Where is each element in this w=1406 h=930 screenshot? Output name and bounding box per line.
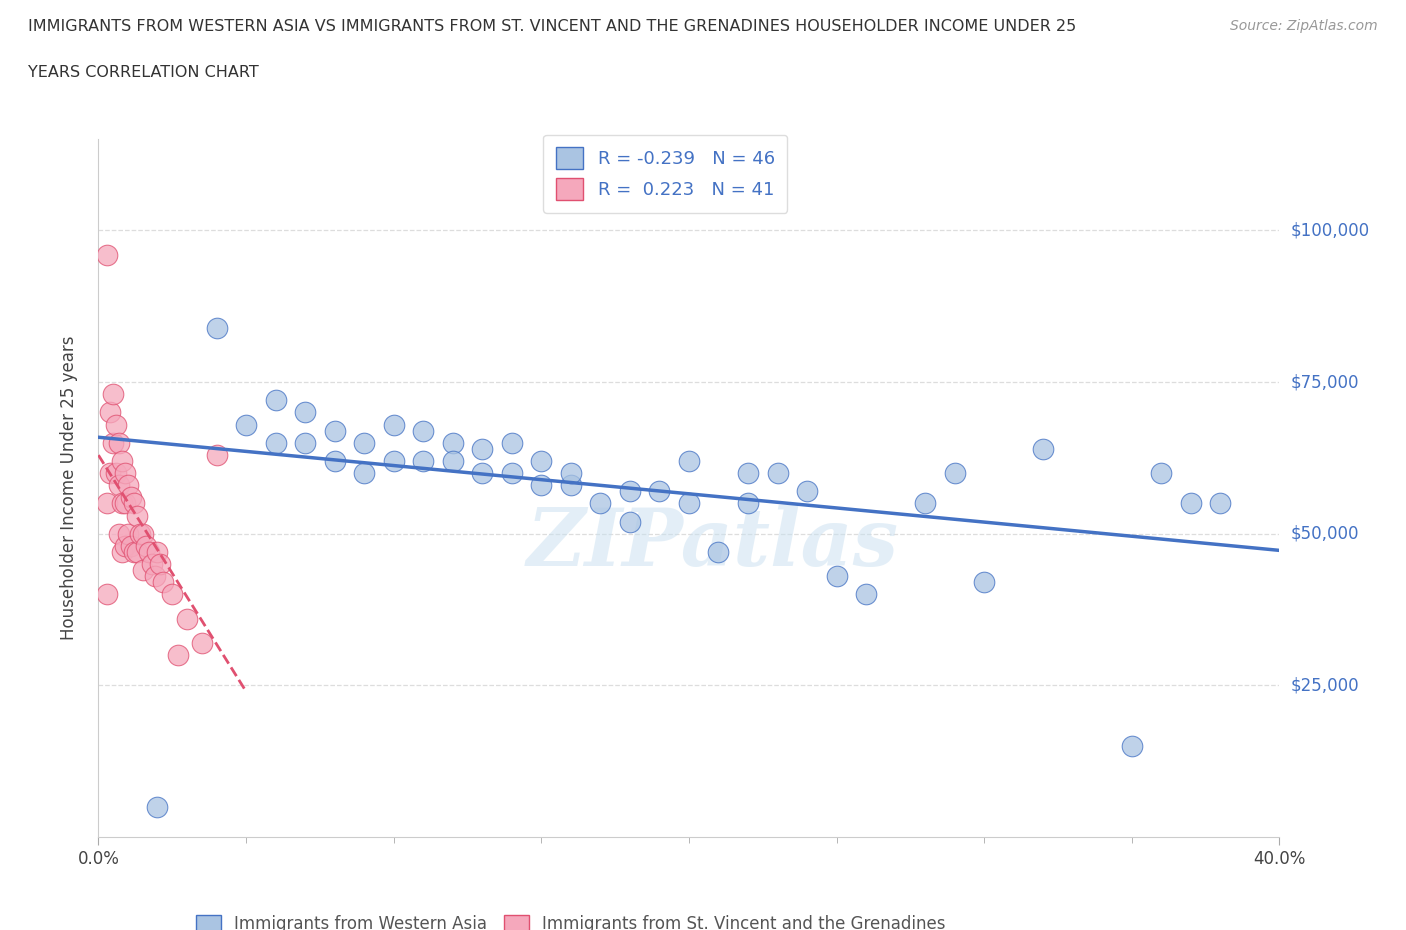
- Point: [125, 508, 148, 523]
- Y-axis label: Householder Income Under 25 years: Householder Income Under 25 years: [59, 336, 77, 641]
- Point: [98, 466, 121, 481]
- Point: [235, 418, 257, 432]
- Point: [143, 569, 166, 584]
- Point: [914, 496, 936, 511]
- Point: [111, 496, 134, 511]
- Point: [855, 587, 877, 602]
- Point: [648, 484, 671, 498]
- Point: [471, 442, 494, 457]
- Text: YEARS CORRELATION CHART: YEARS CORRELATION CHART: [28, 65, 259, 80]
- Text: IMMIGRANTS FROM WESTERN ASIA VS IMMIGRANTS FROM ST. VINCENT AND THE GRENADINES H: IMMIGRANTS FROM WESTERN ASIA VS IMMIGRAN…: [28, 19, 1077, 33]
- Point: [323, 454, 346, 469]
- Text: $50,000: $50,000: [1291, 525, 1360, 543]
- Point: [96, 587, 118, 602]
- Point: [146, 544, 169, 559]
- Point: [264, 392, 287, 407]
- Point: [162, 587, 183, 602]
- Point: [96, 247, 118, 262]
- Point: [205, 447, 228, 462]
- Point: [105, 466, 128, 481]
- Point: [943, 466, 966, 481]
- Text: $25,000: $25,000: [1291, 676, 1360, 695]
- Point: [125, 544, 148, 559]
- Point: [128, 526, 150, 541]
- Point: [294, 435, 316, 450]
- Point: [108, 435, 131, 450]
- Point: [412, 423, 434, 438]
- Point: [132, 563, 155, 578]
- Point: [530, 454, 553, 469]
- Point: [1180, 496, 1202, 511]
- Point: [108, 526, 131, 541]
- Point: [382, 418, 405, 432]
- Point: [441, 435, 464, 450]
- Point: [678, 454, 700, 469]
- Point: [530, 478, 553, 493]
- Point: [152, 575, 174, 590]
- Point: [825, 569, 848, 584]
- Point: [619, 514, 641, 529]
- Point: [122, 544, 145, 559]
- Point: [191, 635, 214, 650]
- Point: [135, 538, 157, 553]
- Point: [167, 647, 190, 662]
- Point: [353, 435, 375, 450]
- Point: [111, 544, 134, 559]
- Point: [103, 387, 125, 402]
- Point: [132, 526, 155, 541]
- Point: [973, 575, 995, 590]
- Point: [501, 466, 523, 481]
- Point: [796, 484, 818, 498]
- Legend: Immigrants from Western Asia, Immigrants from St. Vincent and the Grenadines: Immigrants from Western Asia, Immigrants…: [190, 908, 952, 930]
- Text: Source: ZipAtlas.com: Source: ZipAtlas.com: [1230, 19, 1378, 33]
- Point: [117, 478, 139, 493]
- Text: ZIPatlas: ZIPatlas: [526, 505, 898, 583]
- Point: [138, 544, 160, 559]
- Point: [114, 538, 136, 553]
- Point: [176, 611, 198, 626]
- Point: [146, 799, 169, 814]
- Point: [412, 454, 434, 469]
- Point: [471, 466, 494, 481]
- Point: [737, 466, 759, 481]
- Point: [105, 418, 128, 432]
- Point: [1150, 466, 1173, 481]
- Point: [141, 557, 163, 572]
- Point: [766, 466, 789, 481]
- Point: [111, 454, 134, 469]
- Point: [205, 320, 228, 335]
- Point: [323, 423, 346, 438]
- Point: [1032, 442, 1054, 457]
- Point: [264, 435, 287, 450]
- Point: [122, 496, 145, 511]
- Point: [353, 466, 375, 481]
- Point: [441, 454, 464, 469]
- Point: [117, 526, 139, 541]
- Point: [1209, 496, 1232, 511]
- Text: $75,000: $75,000: [1291, 373, 1360, 392]
- Point: [1121, 738, 1143, 753]
- Point: [619, 484, 641, 498]
- Point: [114, 466, 136, 481]
- Point: [96, 496, 118, 511]
- Point: [501, 435, 523, 450]
- Point: [560, 478, 582, 493]
- Point: [120, 490, 142, 505]
- Point: [737, 496, 759, 511]
- Point: [108, 478, 131, 493]
- Point: [294, 405, 316, 419]
- Point: [103, 435, 125, 450]
- Point: [707, 544, 730, 559]
- Point: [678, 496, 700, 511]
- Point: [149, 557, 172, 572]
- Point: [120, 538, 142, 553]
- Point: [98, 405, 121, 419]
- Point: [589, 496, 612, 511]
- Point: [382, 454, 405, 469]
- Point: [114, 496, 136, 511]
- Point: [560, 466, 582, 481]
- Text: $100,000: $100,000: [1291, 221, 1369, 240]
